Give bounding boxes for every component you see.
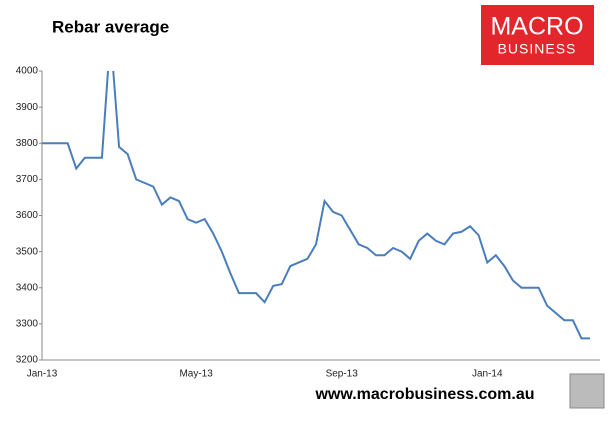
y-tick-label: 3200	[16, 355, 39, 366]
chart-title: Rebar average	[52, 17, 169, 36]
x-tick-label: Jan-14	[472, 369, 503, 380]
y-tick-label: 3900	[16, 102, 39, 113]
y-tick-label: 3500	[16, 246, 39, 257]
x-tick-label: Sep-13	[326, 369, 359, 380]
x-tick-label: May-13	[179, 369, 213, 380]
x-tick-label: Jan-13	[27, 369, 58, 380]
line-series	[42, 71, 590, 340]
logo-icon	[569, 373, 605, 409]
y-tick-label: 4000	[16, 66, 39, 77]
y-tick-label: 3600	[16, 210, 39, 221]
logo-box	[481, 5, 594, 65]
y-tick-label: 3700	[16, 174, 39, 185]
footer: www.macrobusiness.com.au	[314, 386, 534, 403]
logo-top: MACRO	[490, 13, 583, 41]
logo-bottom: BUSINESS	[498, 41, 577, 57]
y-tick-label: 3300	[16, 319, 39, 330]
y-tick-label: 3400	[16, 282, 39, 293]
y-tick-label: 3800	[16, 138, 39, 149]
